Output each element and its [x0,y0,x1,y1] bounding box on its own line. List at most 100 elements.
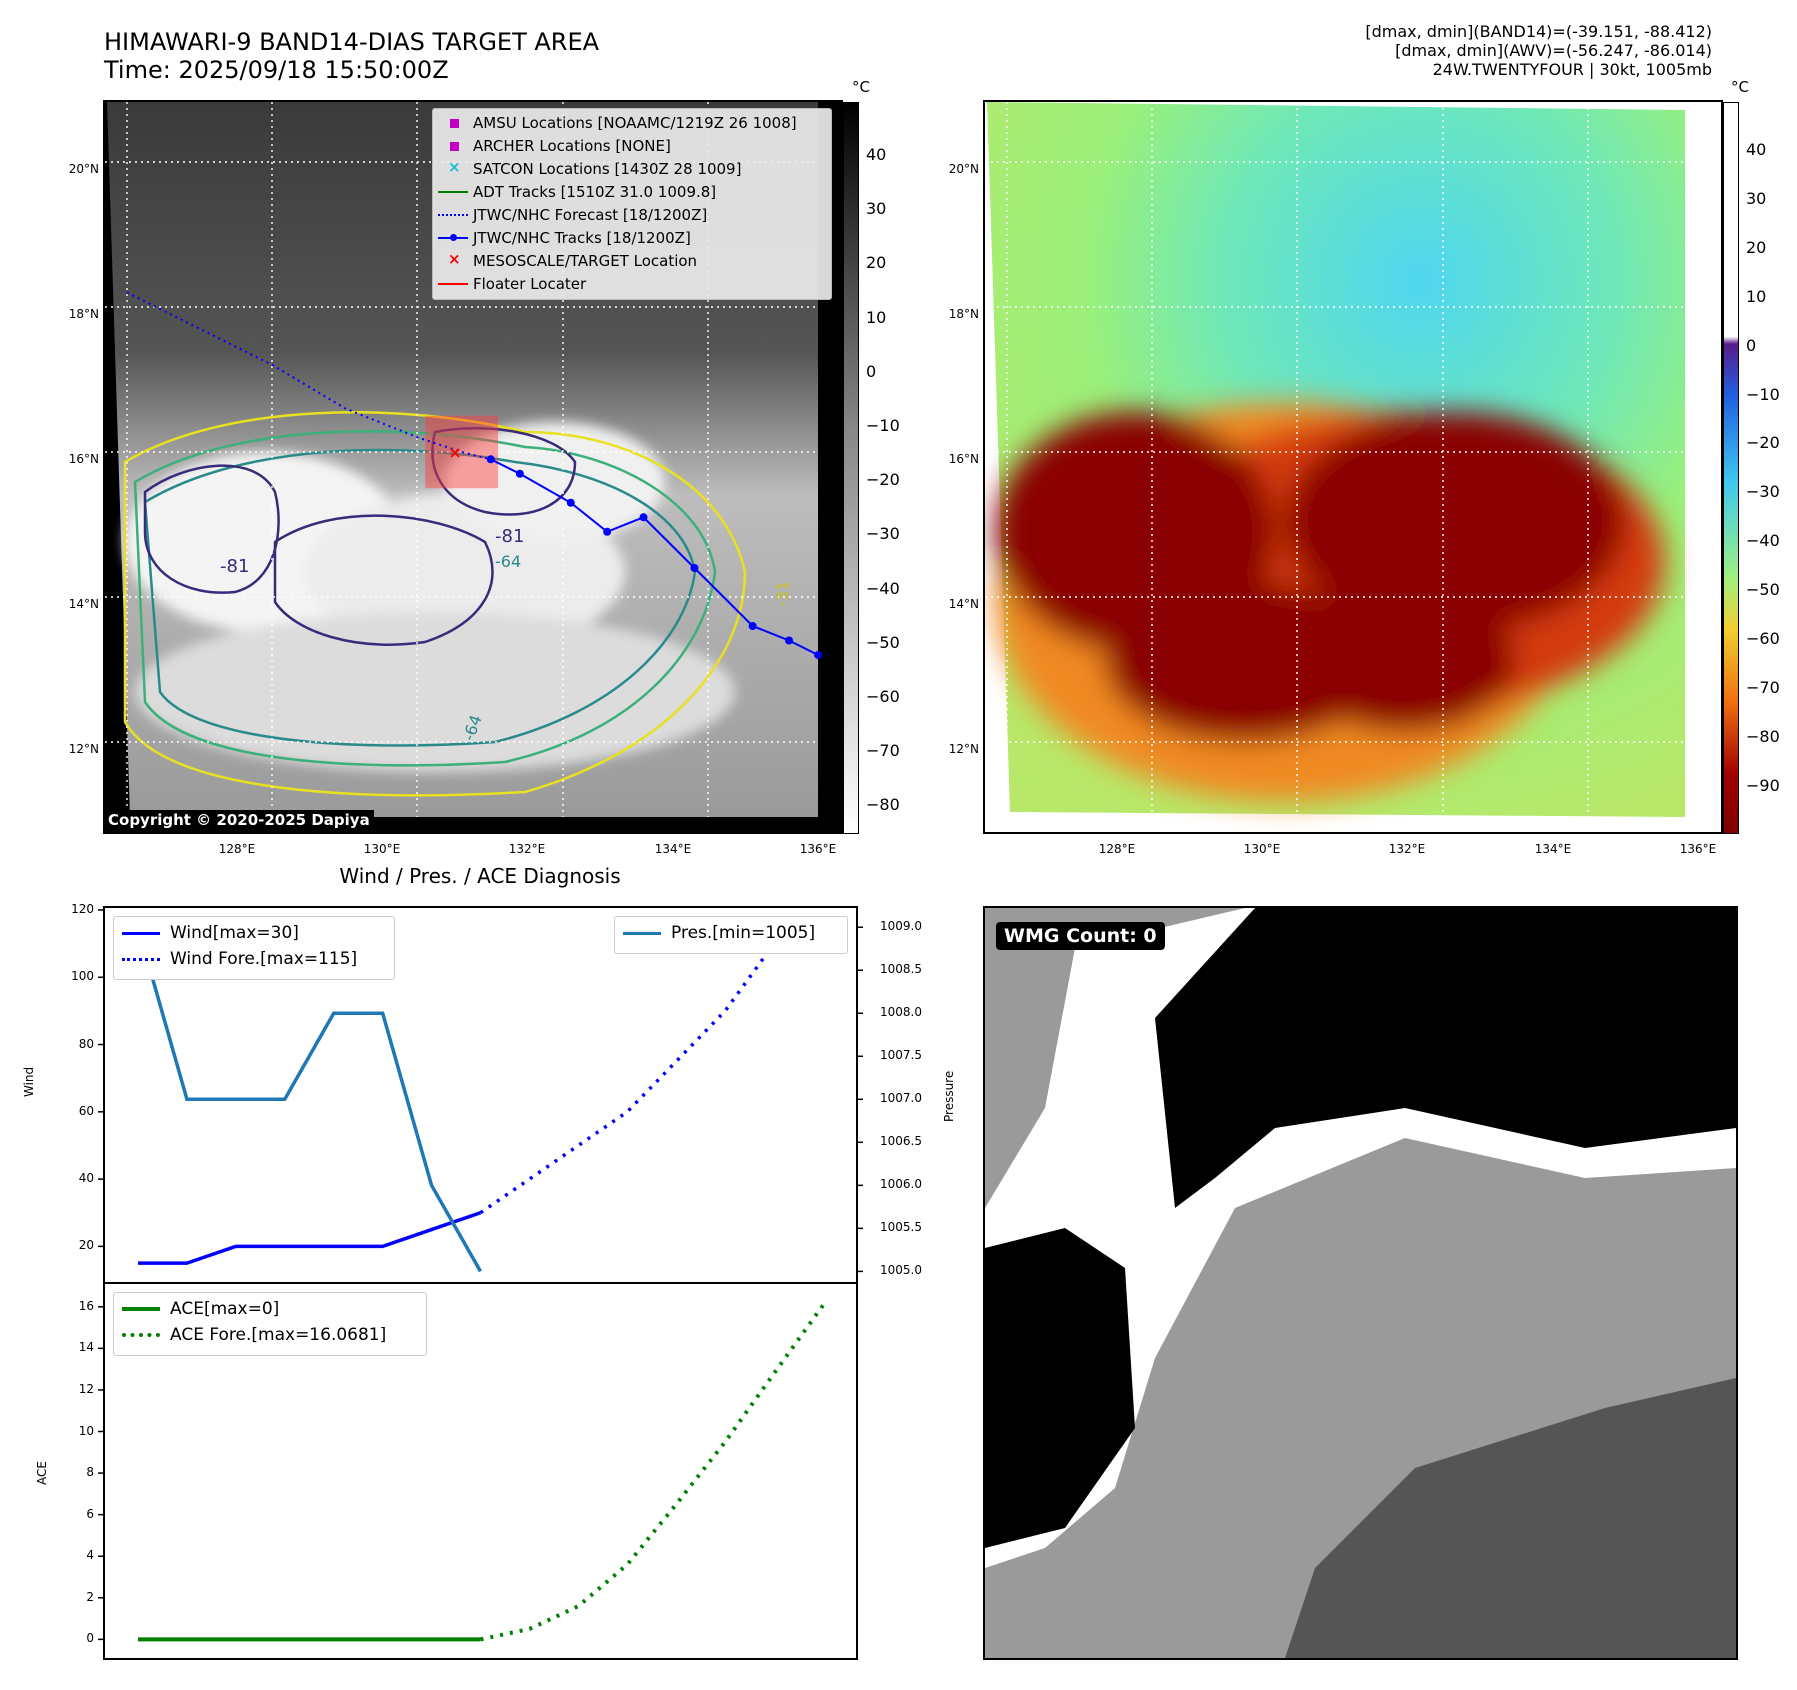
series-line [136,926,483,1273]
ir-colorbar-tick: −20 [866,470,900,490]
lon-tick-label: 130°E [1243,842,1281,856]
jtwc-track-point [785,636,794,645]
ir-colorbar-tick: −70 [866,741,900,761]
pressure-axis-label: Pressure [942,1070,956,1122]
title-line-1: HIMAWARI-9 BAND14-DIAS TARGET AREA [104,28,600,56]
wind-tick-label: 100 [71,969,94,984]
legend-item-target: × MESOSCALE/TARGET Location [433,250,697,272]
legend-item-wind-forecast: Wind Fore.[max=115] [122,949,357,969]
ace-tick-label: 0 [86,1631,94,1646]
ir-colorbar-tick: −30 [866,524,900,544]
wind-series-layer [138,925,824,1265]
ir-legend: AMSU Locations [NOAAMC/1219Z 26 1008] AR… [432,108,832,300]
stats-header: [dmax, dmin](BAND14)=(-39.151, -88.412) … [1365,22,1712,79]
awv-colorbar-unit: °C [1731,78,1749,96]
square-marker-icon [433,135,473,157]
jtwc-track-point [814,651,823,659]
line-marker-icon [623,931,661,935]
dotted-line-icon [433,204,473,226]
awv-colorbar-tick: 30 [1746,188,1767,208]
wind-legend: Wind[max=30] Wind Fore.[max=115] [113,916,395,980]
contour-labels: -81 -81 -64 -31 -64 [220,526,792,743]
figure-title: HIMAWARI-9 BAND14-DIAS TARGET AREA Time:… [104,28,599,84]
awv-map-canvas [985,102,1698,817]
ace-legend: ACE[max=0] ACE Fore.[max=16.0681] [113,1292,427,1356]
pressure-tick-label: 1005.5 [880,1220,922,1235]
jtwc-track-point [639,513,648,522]
line-dot-marker-icon [433,227,473,249]
awv-colorbar-tick: 40 [1746,140,1767,159]
copyright-label: Copyright © 2020-2025 Dapiya [104,810,374,830]
line-marker-icon [122,1307,160,1311]
ir-map-panel: × -81 -81 -64 -31 -64 [103,100,843,834]
series-line [138,1211,482,1265]
awv-colorbar-tick: −40 [1746,531,1780,551]
awv-colorbar-tick: 10 [1746,286,1767,306]
legend-item-floater: Floater Locater [433,273,586,295]
lon-tick-label: 128°E [218,842,256,856]
lon-tick-label: 130°E [363,842,401,856]
line-marker-icon [433,181,473,203]
ir-colorbar-tick: 20 [866,253,887,273]
awv-colorbar-tick: −50 [1746,580,1780,600]
contour-label: -81 [495,526,524,547]
wind-tick-label: 40 [78,1171,94,1186]
pressure-tick-label: 1007.0 [880,1091,922,1106]
legend-item-pressure: Pres.[min=1005] [623,923,815,943]
pressure-tick-label: 1006.0 [880,1177,922,1192]
ir-colorbar-unit: °C [852,78,870,96]
legend-item-ace-forecast: ACE Fore.[max=16.0681] [122,1325,386,1345]
ace-tick-label: 2 [86,1589,94,1604]
lon-tick-label: 132°E [1388,842,1426,856]
ace-tick-label: 14 [78,1340,94,1355]
wind-tick-label: 80 [78,1036,94,1051]
contour-label: -64 [495,552,521,571]
jtwc-track-point [486,455,495,464]
wmg-panel [983,906,1738,1660]
ace-tick-label: 8 [86,1465,94,1480]
wmg-count-label: WMG Count: 0 [996,922,1165,950]
ace-tick-label: 12 [78,1381,94,1396]
lon-tick-label: 128°E [1098,842,1136,856]
ace-axis-label: ACE [35,1461,49,1485]
lat-tick-label: 12°N [948,742,979,756]
ace-series-layer [138,1304,825,1642]
awv-colorbar-tick: −10 [1746,384,1780,404]
legend-item-adt: ADT Tracks [1510Z 31.0 1009.8] [433,181,716,203]
ace-tick-label: 6 [86,1506,94,1521]
dotted-line-icon [122,957,160,961]
lon-tick-label: 134°E [654,842,692,856]
legend-item-jtwc-forecast: JTWC/NHC Forecast [18/1200Z] [433,204,707,226]
contour-label: -81 [220,556,249,577]
ir-colorbar-tick: 10 [866,307,887,327]
awv-map-panel [983,100,1723,834]
ir-colorbar-tick: 0 [866,361,877,381]
lat-tick-label: 14°N [948,597,979,611]
pressure-tick-label: 1007.5 [880,1048,922,1063]
legend-item-archer: ARCHER Locations [NONE] [433,135,671,157]
x-marker-icon: × [448,158,461,176]
jtwc-track-point [748,622,757,630]
square-marker-icon [433,112,473,134]
pressure-tick-label: 1005.0 [880,1263,922,1278]
ir-contours [123,411,747,797]
lon-tick-label: 132°E [508,842,546,856]
lon-tick-label: 136°E [1679,842,1717,856]
pressure-tick-label: 1006.5 [880,1134,922,1149]
ace-tick-label: 16 [78,1298,94,1313]
pressure-tick-label: 1008.5 [880,962,922,977]
ir-colorbar-tick: −50 [866,632,900,652]
legend-item-satcon: × SATCON Locations [1430Z 28 1009] [433,158,741,180]
line-marker-icon [433,273,473,295]
jtwc-track-point [690,564,699,572]
wind-tick-label: 60 [78,1103,94,1118]
lat-tick-label: 14°N [68,597,99,611]
lat-tick-label: 20°N [948,162,979,176]
dotted-line-icon [122,1333,160,1337]
forecast-line [480,1304,825,1642]
awv-colorbar-tick: −30 [1746,482,1780,502]
legend-item-jtwc-tracks: JTWC/NHC Tracks [18/1200Z] [433,227,691,249]
awv-colorbar-tick: −20 [1746,433,1780,453]
jtwc-track-point [566,498,575,507]
wind-tick-label: 20 [78,1238,94,1253]
